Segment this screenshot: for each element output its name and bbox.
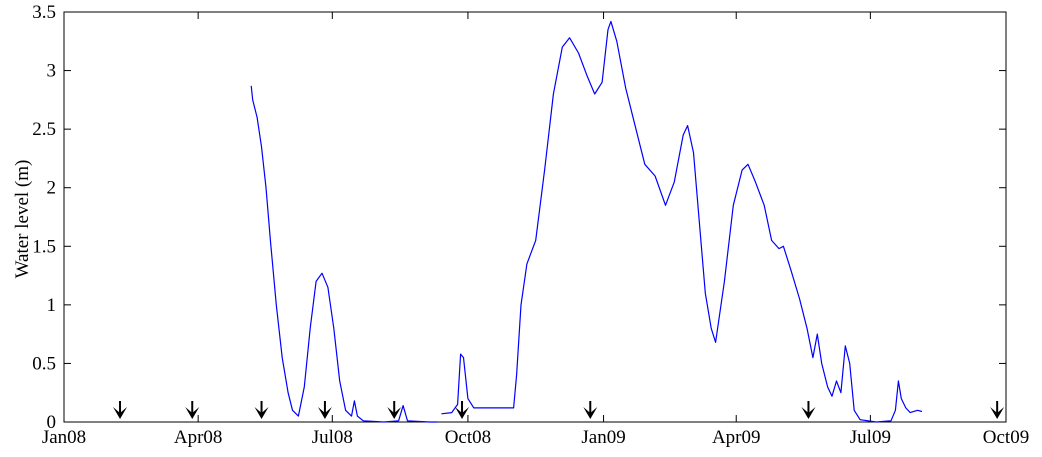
marker-arrow-head: [583, 407, 598, 419]
x-tick-label: Oct09: [983, 427, 1029, 448]
marker-arrow-head: [387, 407, 402, 419]
x-tick-label: Jan08: [42, 427, 86, 448]
y-tick-label: 3: [47, 61, 57, 82]
marker-arrow-head: [317, 407, 332, 419]
y-tick-label: 0.5: [32, 353, 56, 374]
y-tick-label: 1: [47, 295, 57, 316]
y-axis-label: Water level (m): [12, 160, 33, 279]
plot-frame: [63, 11, 1007, 423]
y-tick-label: 3.5: [32, 2, 56, 23]
water-level-line: [441, 20, 923, 423]
marker-arrow-head: [113, 407, 128, 419]
marker-arrow-head: [990, 407, 1005, 419]
y-tick-label: 1.5: [32, 236, 56, 257]
x-tick-label: Apr09: [712, 427, 761, 448]
x-tick-label: Oct08: [445, 427, 491, 448]
plot-area: 0 0.5 1 1.5 2 2.5 3 3.5 Jan08 Apr08 Jul08 Oct08 Jan0…: [32, 2, 1029, 448]
marker-arrow-head: [801, 407, 816, 419]
x-tick-label: Jan09: [581, 427, 625, 448]
x-tick-label: Jul09: [850, 427, 891, 448]
x-tick-label: Jul08: [312, 427, 353, 448]
y-tick-label: 0: [47, 412, 57, 433]
y-tick-label: 2.5: [32, 119, 56, 140]
marker-arrow-head: [254, 407, 269, 419]
marker-arrow-head: [185, 407, 200, 419]
marker-arrow-head: [455, 407, 470, 419]
x-tick-label: Apr08: [174, 427, 223, 448]
y-tick-label: 2: [47, 178, 57, 199]
water-level-line: [250, 85, 437, 423]
